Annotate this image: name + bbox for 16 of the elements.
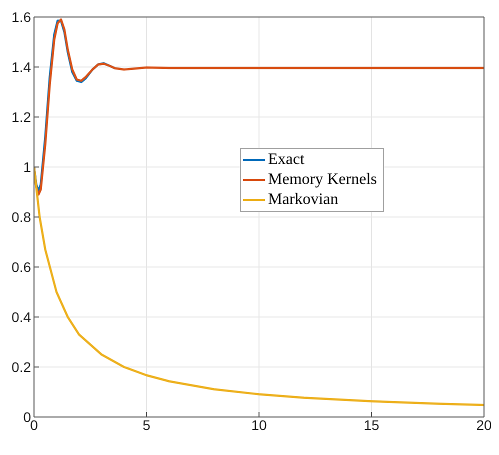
y-tick-label: 0.8 [12, 208, 32, 225]
y-tick-label: 1.2 [12, 108, 32, 125]
y-tick-label: 0.6 [12, 258, 32, 275]
legend-label: Memory Kernels [268, 170, 377, 190]
x-tick-label: 10 [251, 416, 267, 433]
y-tick-label: 1.6 [12, 8, 32, 25]
line-series [34, 166, 484, 406]
legend-label: Markovian [268, 190, 338, 210]
y-tick-label: 0.2 [12, 358, 32, 375]
y-tick-label: 0.4 [12, 308, 32, 325]
legend-label: Exact [268, 150, 304, 170]
x-tick-label: 20 [476, 416, 492, 433]
y-tick-label: 1 [23, 158, 32, 175]
x-tick-label: 15 [364, 416, 380, 433]
y-tick-label: 1.4 [12, 58, 32, 75]
x-tick-label: 5 [142, 416, 151, 433]
